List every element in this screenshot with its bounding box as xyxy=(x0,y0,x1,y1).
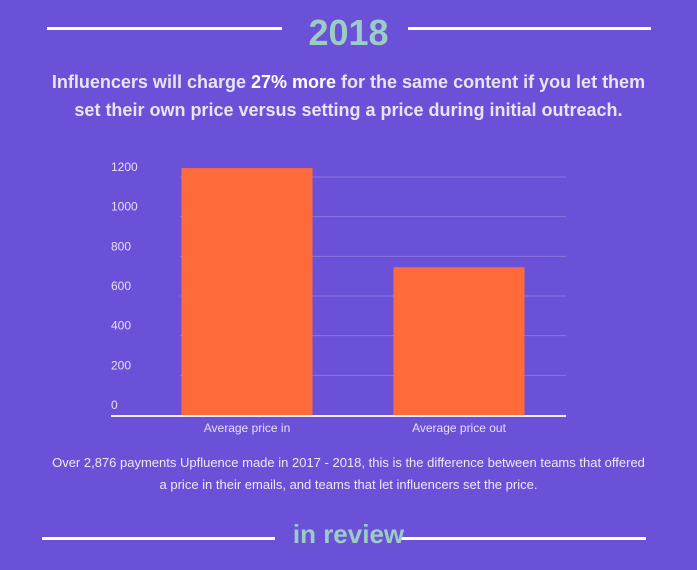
bar-1 xyxy=(181,168,313,415)
bar-2 xyxy=(393,267,525,415)
footnote: Over 2,876 payments Upfluence made in 20… xyxy=(52,455,645,492)
intro-highlight: 27% more xyxy=(250,72,337,92)
y-tick-label: 800 xyxy=(111,239,131,253)
x-tick-label: Average price out xyxy=(412,421,507,435)
y-tick-label: 600 xyxy=(111,279,131,293)
bar-chart: 0 200 400 600 800 1000 1200 Average price in Ave… xyxy=(111,160,566,435)
footer-rule-left xyxy=(42,537,275,540)
y-tick-label: 1200 xyxy=(111,160,138,174)
y-tick-label: 0 xyxy=(111,398,118,412)
y-tick-label: 400 xyxy=(111,319,131,333)
y-tick-label: 1000 xyxy=(111,200,138,214)
x-tick-label: Average price in xyxy=(204,421,291,435)
header-rule-right xyxy=(408,27,651,30)
footer-title: in review xyxy=(292,519,405,549)
header-rule-left xyxy=(47,27,282,30)
intro-text: Influencers will charge 27% more for the… xyxy=(0,68,697,124)
year-title: 2018 xyxy=(308,12,389,53)
y-tick-label: 200 xyxy=(111,358,131,372)
intro-after: for the same content if you let them set… xyxy=(74,72,646,120)
footer-rule-right xyxy=(401,537,646,540)
intro-before: Influencers will charge xyxy=(51,72,251,92)
